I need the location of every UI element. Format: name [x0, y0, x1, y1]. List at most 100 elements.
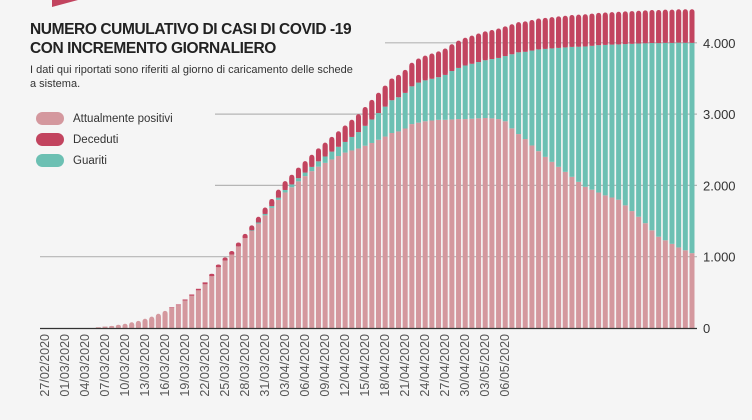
bar-attualmente-positivi: [529, 145, 535, 328]
bar-guariti: [329, 151, 335, 160]
bar-guariti: [576, 46, 582, 182]
bar-stack: [229, 250, 235, 328]
bar-deceduti-body: [536, 21, 542, 50]
bar-deceduti-body: [482, 34, 488, 61]
bar-stack: [616, 11, 622, 328]
bar-deceduti-body: [516, 25, 522, 53]
bar-guariti: [556, 47, 562, 167]
bar-attualmente-positivi: [542, 156, 548, 328]
bar-attualmente-positivi: [669, 243, 675, 328]
bar-stack: [335, 131, 341, 328]
bar-attualmente-positivi: [509, 128, 515, 328]
bar-stack: [242, 233, 248, 328]
bar-deceduti-body: [362, 109, 368, 126]
bar-guariti: [529, 50, 535, 146]
bar-deceduti-body: [589, 16, 595, 46]
bar-guariti: [389, 100, 395, 133]
bar-stack: [302, 161, 308, 328]
bar-attualmente-positivi: [469, 118, 475, 328]
bar-attualmente-positivi: [602, 195, 608, 328]
bar-guariti: [429, 78, 435, 121]
bar-stack: [489, 29, 495, 329]
bar-stack: [376, 92, 381, 328]
bar-deceduti-body: [315, 151, 321, 162]
bar-attualmente-positivi: [169, 307, 175, 328]
bar-stack: [195, 288, 201, 328]
bar-guariti: [376, 113, 381, 140]
bar-guariti: [629, 43, 635, 212]
bar-guariti: [442, 74, 448, 120]
bar-stack: [389, 78, 395, 328]
bar-stack: [596, 12, 602, 328]
bar-stack: [669, 9, 675, 328]
bar-attualmente-positivi: [355, 148, 361, 328]
bar-attualmente-positivi: [255, 223, 261, 328]
bar-attualmente-positivi: [376, 139, 381, 328]
bar-stack: [262, 207, 268, 328]
bar-stack: [629, 11, 635, 328]
bar-attualmente-positivi: [182, 300, 188, 328]
bar-attualmente-positivi: [295, 181, 301, 328]
bar-deceduti-body: [255, 219, 261, 223]
bar-stack: [189, 294, 195, 328]
bar-attualmente-positivi: [282, 192, 288, 328]
bar-attualmente-positivi: [416, 122, 422, 328]
bar-attualmente-positivi: [502, 121, 508, 328]
bar-stack: [182, 299, 188, 328]
x-tick-label: 03/05/2020: [478, 334, 492, 397]
bar-deceduti-body: [262, 210, 268, 214]
bar-deceduti-body: [469, 38, 475, 64]
bar-deceduti-body: [389, 81, 395, 101]
bar-stack: [295, 167, 301, 328]
x-tick-label: 18/04/2020: [378, 334, 392, 397]
bar-attualmente-positivi: [262, 215, 268, 328]
bar-attualmente-positivi: [462, 119, 468, 328]
bar-attualmente-positivi: [556, 166, 562, 328]
bar-stack: [95, 327, 101, 328]
bar-stack: [369, 99, 375, 328]
bar-guariti: [436, 77, 442, 120]
bar-guariti: [309, 166, 315, 172]
bar-attualmente-positivi: [209, 276, 215, 328]
bar-guariti: [669, 42, 675, 244]
bar-guariti: [482, 60, 488, 119]
x-tick-label: 15/04/2020: [358, 334, 372, 397]
bar-stack: [155, 313, 161, 328]
bar-guariti: [596, 45, 602, 193]
y-tick-label: 4.000: [703, 36, 736, 51]
bar-attualmente-positivi: [449, 119, 455, 328]
bar-guariti: [462, 65, 468, 120]
bar-stack: [496, 28, 502, 328]
bar-stack: [142, 318, 148, 328]
bar-guariti: [335, 146, 341, 157]
bar-stack: [135, 320, 141, 328]
bar-attualmente-positivi: [422, 121, 428, 328]
bar-attualmente-positivi: [396, 131, 402, 328]
bar-deceduti: [189, 294, 195, 296]
x-tick-label: 28/03/2020: [238, 334, 252, 397]
bar-guariti: [602, 44, 608, 196]
bar-attualmente-positivi-body: [129, 325, 135, 328]
bar-deceduti-body: [476, 36, 482, 63]
bar-stack: [409, 62, 415, 328]
bar-guariti: [689, 42, 695, 254]
bar-guariti: [255, 222, 261, 224]
bar-deceduti-body: [295, 170, 301, 179]
bar-attualmente-positivi: [235, 246, 241, 328]
bar-guariti: [315, 161, 321, 167]
bar-stack: [549, 17, 555, 328]
bar-deceduti-body: [436, 54, 442, 78]
bar-deceduti-body: [229, 252, 235, 255]
bar-guariti: [362, 125, 368, 146]
bar-stack: [175, 304, 181, 328]
bar-deceduti-body: [402, 72, 408, 93]
bar-stack: [102, 326, 108, 328]
bar-stack: [582, 14, 588, 328]
chart-title-line-1: NUMERO CUMULATIVO DI CASI DI COVID -19: [30, 21, 352, 38]
bar-attualmente-positivi: [616, 199, 622, 328]
bar-guariti: [282, 189, 288, 193]
bar-deceduti-body: [396, 77, 402, 98]
bar-stack: [129, 322, 135, 328]
bar-attualmente-positivi: [576, 181, 582, 328]
